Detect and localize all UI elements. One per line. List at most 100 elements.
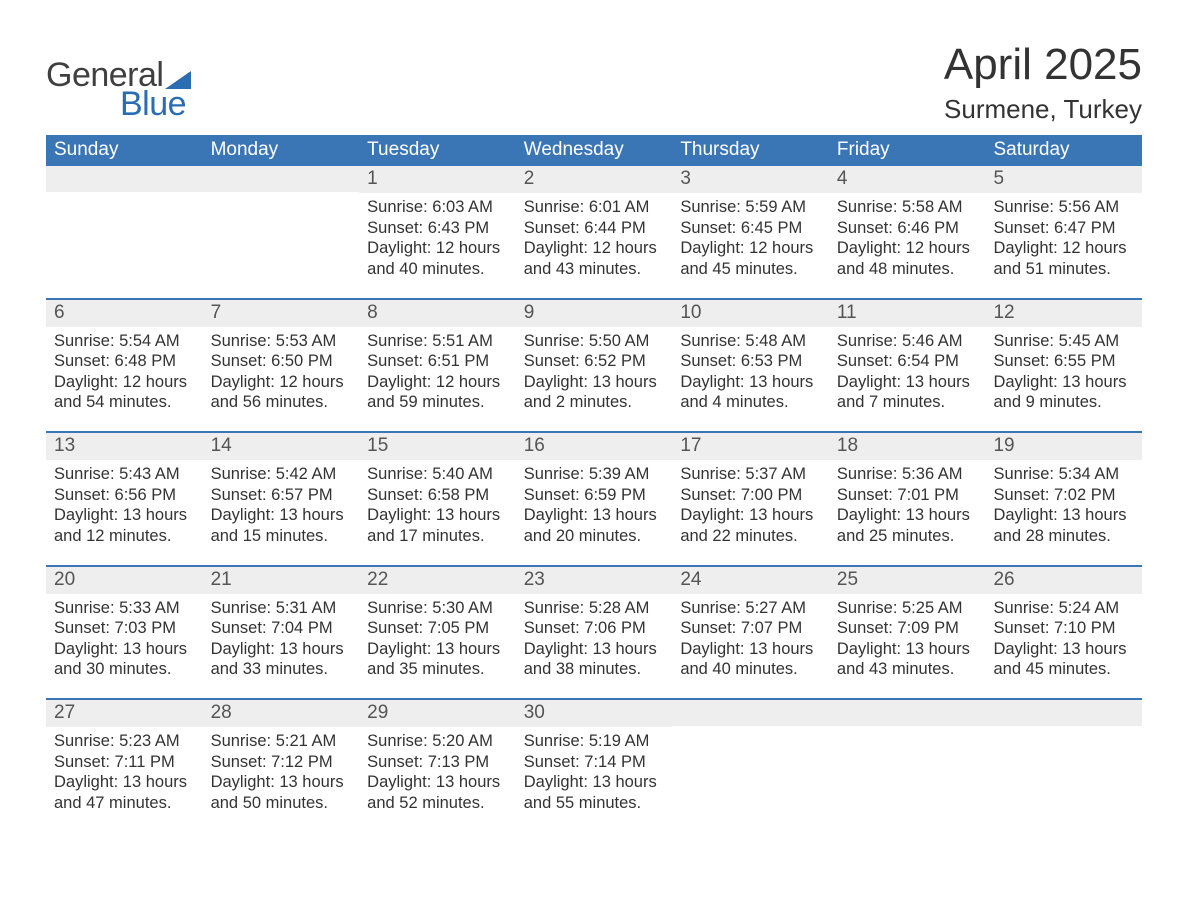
- calendar-day: 10Sunrise: 5:48 AMSunset: 6:53 PMDayligh…: [672, 300, 829, 432]
- day-number: 4: [829, 166, 986, 193]
- daylight-text: Daylight: 13 hours and 20 minutes.: [524, 505, 665, 546]
- day-body: Sunrise: 5:27 AMSunset: 7:07 PMDaylight:…: [672, 594, 829, 681]
- day-number: [829, 700, 986, 726]
- day-number: 2: [516, 166, 673, 193]
- sunrise-text: Sunrise: 5:42 AM: [211, 464, 352, 485]
- calendar-day: 13Sunrise: 5:43 AMSunset: 6:56 PMDayligh…: [46, 433, 203, 565]
- day-of-week-header: SundayMondayTuesdayWednesdayThursdayFrid…: [46, 135, 1142, 166]
- daylight-text: Daylight: 13 hours and 12 minutes.: [54, 505, 195, 546]
- calendar-day: [985, 700, 1142, 832]
- calendar-day: 8Sunrise: 5:51 AMSunset: 6:51 PMDaylight…: [359, 300, 516, 432]
- calendar-week: 6Sunrise: 5:54 AMSunset: 6:48 PMDaylight…: [46, 298, 1142, 432]
- sunrise-text: Sunrise: 5:21 AM: [211, 731, 352, 752]
- sunset-text: Sunset: 7:07 PM: [680, 618, 821, 639]
- daylight-text: Daylight: 12 hours and 56 minutes.: [211, 372, 352, 413]
- sunrise-text: Sunrise: 5:59 AM: [680, 197, 821, 218]
- calendar-day: 15Sunrise: 5:40 AMSunset: 6:58 PMDayligh…: [359, 433, 516, 565]
- day-number: 23: [516, 567, 673, 594]
- calendar-day: 24Sunrise: 5:27 AMSunset: 7:07 PMDayligh…: [672, 567, 829, 699]
- calendar-day: 23Sunrise: 5:28 AMSunset: 7:06 PMDayligh…: [516, 567, 673, 699]
- day-number: 26: [985, 567, 1142, 594]
- sunset-text: Sunset: 6:50 PM: [211, 351, 352, 372]
- daylight-text: Daylight: 13 hours and 47 minutes.: [54, 772, 195, 813]
- day-body: Sunrise: 5:40 AMSunset: 6:58 PMDaylight:…: [359, 460, 516, 547]
- day-body: Sunrise: 5:28 AMSunset: 7:06 PMDaylight:…: [516, 594, 673, 681]
- day-number: 5: [985, 166, 1142, 193]
- daylight-text: Daylight: 13 hours and 9 minutes.: [993, 372, 1134, 413]
- daylight-text: Daylight: 12 hours and 48 minutes.: [837, 238, 978, 279]
- sunrise-text: Sunrise: 6:01 AM: [524, 197, 665, 218]
- sunrise-text: Sunrise: 5:48 AM: [680, 331, 821, 352]
- daylight-text: Daylight: 13 hours and 55 minutes.: [524, 772, 665, 813]
- day-number: 9: [516, 300, 673, 327]
- day-of-week-cell: Wednesday: [516, 135, 673, 166]
- sunset-text: Sunset: 6:52 PM: [524, 351, 665, 372]
- daylight-text: Daylight: 13 hours and 45 minutes.: [993, 639, 1134, 680]
- day-body: Sunrise: 5:25 AMSunset: 7:09 PMDaylight:…: [829, 594, 986, 681]
- day-body: Sunrise: 5:51 AMSunset: 6:51 PMDaylight:…: [359, 327, 516, 414]
- sunrise-text: Sunrise: 5:19 AM: [524, 731, 665, 752]
- day-of-week-cell: Friday: [829, 135, 986, 166]
- daylight-text: Daylight: 13 hours and 38 minutes.: [524, 639, 665, 680]
- calendar-day: [203, 166, 360, 298]
- sunrise-text: Sunrise: 5:56 AM: [993, 197, 1134, 218]
- day-body: Sunrise: 5:36 AMSunset: 7:01 PMDaylight:…: [829, 460, 986, 547]
- month-title: April 2025: [944, 40, 1142, 90]
- day-number: 8: [359, 300, 516, 327]
- day-body: Sunrise: 5:50 AMSunset: 6:52 PMDaylight:…: [516, 327, 673, 414]
- day-body: Sunrise: 5:56 AMSunset: 6:47 PMDaylight:…: [985, 193, 1142, 280]
- calendar-day: 3Sunrise: 5:59 AMSunset: 6:45 PMDaylight…: [672, 166, 829, 298]
- calendar-day: 11Sunrise: 5:46 AMSunset: 6:54 PMDayligh…: [829, 300, 986, 432]
- day-number: 11: [829, 300, 986, 327]
- calendar-day: 25Sunrise: 5:25 AMSunset: 7:09 PMDayligh…: [829, 567, 986, 699]
- sunrise-text: Sunrise: 5:54 AM: [54, 331, 195, 352]
- day-number: 19: [985, 433, 1142, 460]
- day-body: Sunrise: 5:45 AMSunset: 6:55 PMDaylight:…: [985, 327, 1142, 414]
- sunrise-text: Sunrise: 5:30 AM: [367, 598, 508, 619]
- calendar-day: 22Sunrise: 5:30 AMSunset: 7:05 PMDayligh…: [359, 567, 516, 699]
- calendar-day: [46, 166, 203, 298]
- daylight-text: Daylight: 13 hours and 28 minutes.: [993, 505, 1134, 546]
- calendar-day: 14Sunrise: 5:42 AMSunset: 6:57 PMDayligh…: [203, 433, 360, 565]
- sunrise-text: Sunrise: 5:23 AM: [54, 731, 195, 752]
- sunrise-text: Sunrise: 5:20 AM: [367, 731, 508, 752]
- calendar-day: 27Sunrise: 5:23 AMSunset: 7:11 PMDayligh…: [46, 700, 203, 832]
- sunset-text: Sunset: 7:14 PM: [524, 752, 665, 773]
- sunrise-text: Sunrise: 5:39 AM: [524, 464, 665, 485]
- sunrise-text: Sunrise: 5:27 AM: [680, 598, 821, 619]
- sunset-text: Sunset: 6:51 PM: [367, 351, 508, 372]
- day-body: Sunrise: 5:59 AMSunset: 6:45 PMDaylight:…: [672, 193, 829, 280]
- calendar-day: 1Sunrise: 6:03 AMSunset: 6:43 PMDaylight…: [359, 166, 516, 298]
- day-number: 20: [46, 567, 203, 594]
- day-body: Sunrise: 5:39 AMSunset: 6:59 PMDaylight:…: [516, 460, 673, 547]
- sunset-text: Sunset: 7:09 PM: [837, 618, 978, 639]
- sunrise-text: Sunrise: 5:50 AM: [524, 331, 665, 352]
- sunset-text: Sunset: 6:54 PM: [837, 351, 978, 372]
- day-body: Sunrise: 5:24 AMSunset: 7:10 PMDaylight:…: [985, 594, 1142, 681]
- calendar-day: 19Sunrise: 5:34 AMSunset: 7:02 PMDayligh…: [985, 433, 1142, 565]
- calendar-week: 20Sunrise: 5:33 AMSunset: 7:03 PMDayligh…: [46, 565, 1142, 699]
- daylight-text: Daylight: 13 hours and 40 minutes.: [680, 639, 821, 680]
- day-body: Sunrise: 5:54 AMSunset: 6:48 PMDaylight:…: [46, 327, 203, 414]
- daylight-text: Daylight: 13 hours and 17 minutes.: [367, 505, 508, 546]
- calendar-day: 5Sunrise: 5:56 AMSunset: 6:47 PMDaylight…: [985, 166, 1142, 298]
- calendar-week: 13Sunrise: 5:43 AMSunset: 6:56 PMDayligh…: [46, 431, 1142, 565]
- daylight-text: Daylight: 13 hours and 30 minutes.: [54, 639, 195, 680]
- calendar-day: 20Sunrise: 5:33 AMSunset: 7:03 PMDayligh…: [46, 567, 203, 699]
- day-number: [203, 166, 360, 192]
- daylight-text: Daylight: 13 hours and 22 minutes.: [680, 505, 821, 546]
- daylight-text: Daylight: 13 hours and 4 minutes.: [680, 372, 821, 413]
- daylight-text: Daylight: 13 hours and 7 minutes.: [837, 372, 978, 413]
- page-header: General Blue April 2025 Surmene, Turkey: [46, 40, 1142, 125]
- sunrise-text: Sunrise: 5:37 AM: [680, 464, 821, 485]
- day-body: Sunrise: 5:42 AMSunset: 6:57 PMDaylight:…: [203, 460, 360, 547]
- sunrise-text: Sunrise: 5:53 AM: [211, 331, 352, 352]
- sunset-text: Sunset: 7:00 PM: [680, 485, 821, 506]
- sunrise-text: Sunrise: 5:45 AM: [993, 331, 1134, 352]
- sunset-text: Sunset: 6:48 PM: [54, 351, 195, 372]
- sunset-text: Sunset: 6:56 PM: [54, 485, 195, 506]
- daylight-text: Daylight: 13 hours and 35 minutes.: [367, 639, 508, 680]
- sunrise-text: Sunrise: 5:25 AM: [837, 598, 978, 619]
- daylight-text: Daylight: 13 hours and 15 minutes.: [211, 505, 352, 546]
- calendar-day: 7Sunrise: 5:53 AMSunset: 6:50 PMDaylight…: [203, 300, 360, 432]
